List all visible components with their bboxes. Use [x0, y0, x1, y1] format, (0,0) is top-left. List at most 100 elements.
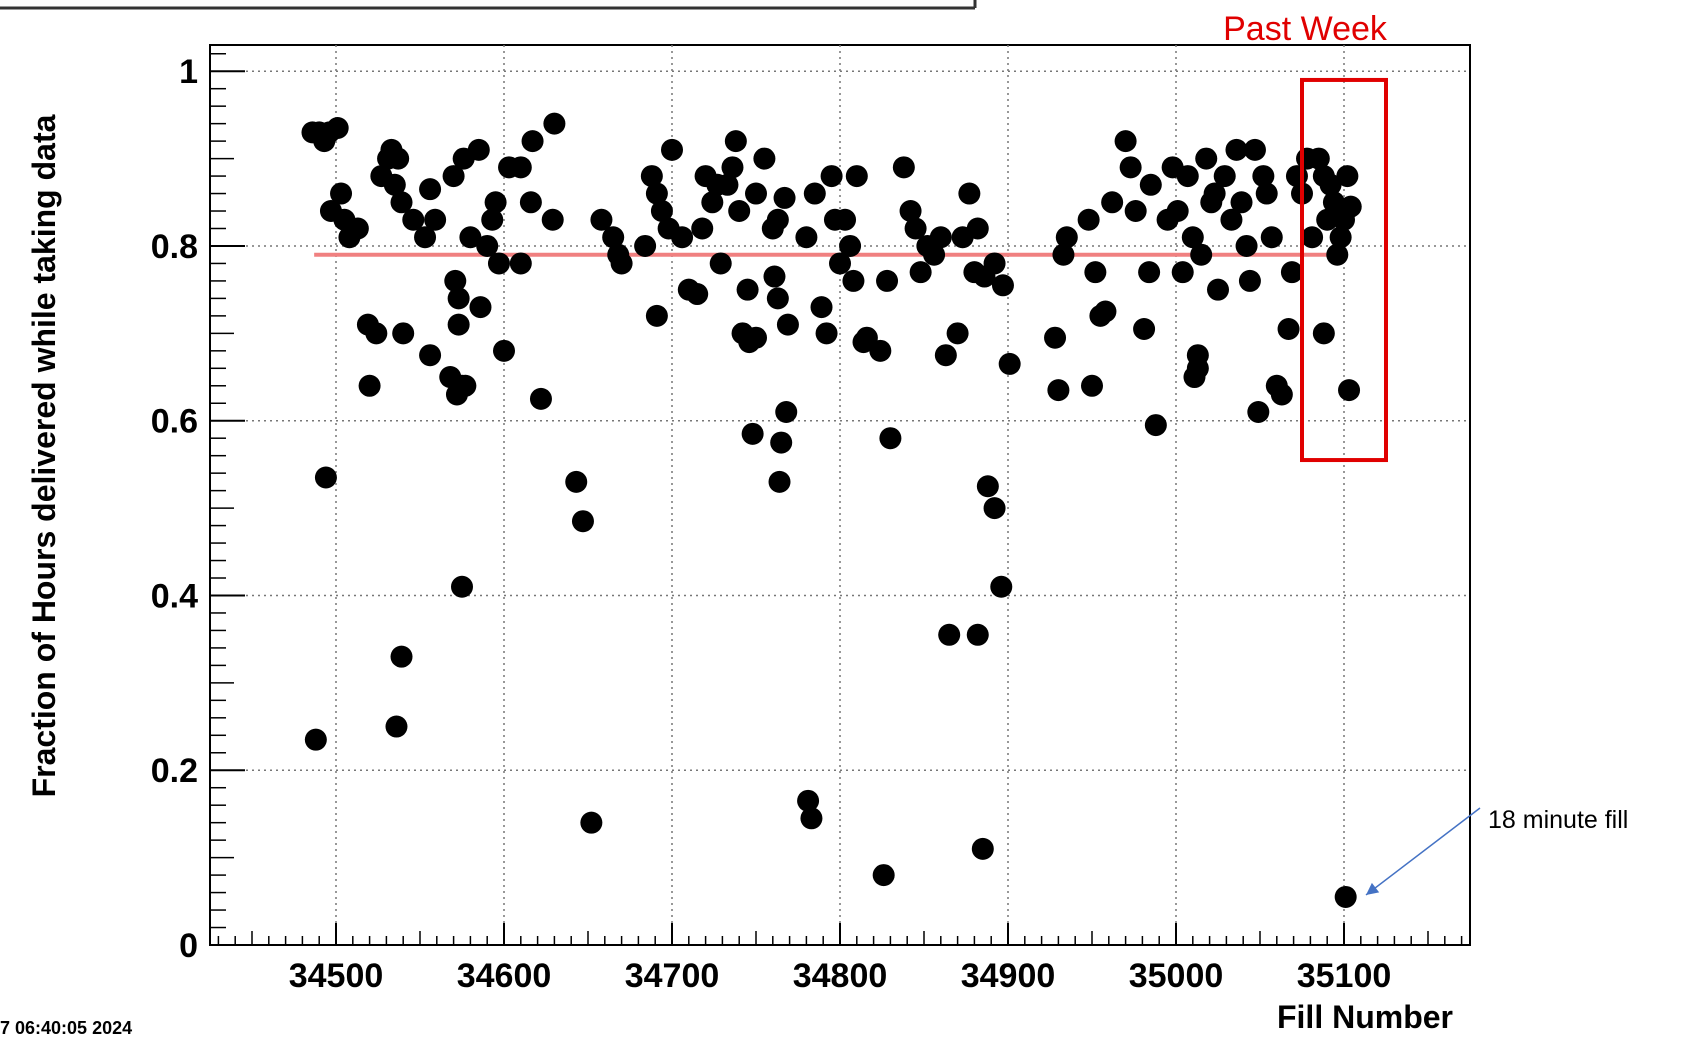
data-point [387, 147, 410, 170]
data-point [1247, 400, 1270, 423]
y-tick-label: 0.2 [151, 752, 198, 790]
data-point [934, 344, 957, 367]
data-point [414, 226, 437, 249]
data-point [1319, 173, 1342, 196]
data-point [365, 322, 388, 345]
data-point [1133, 317, 1156, 340]
data-point [815, 322, 838, 345]
data-point [1230, 191, 1253, 214]
data-point [390, 191, 413, 214]
data-point [872, 864, 895, 887]
data-point [1144, 414, 1167, 437]
y-tick-label: 0 [179, 927, 198, 965]
data-point [1084, 261, 1107, 284]
data-point [892, 156, 915, 179]
labels-layer: 34500 34600 34700 34800 34900 35000 35100 0 0.2 0… [151, 53, 1392, 995]
data-point [770, 431, 793, 454]
data-point [1213, 165, 1236, 188]
data-point [447, 313, 470, 336]
data-point [1190, 243, 1213, 266]
data-point [454, 374, 477, 397]
data-point [998, 352, 1021, 375]
data-point [383, 173, 406, 196]
data-point [724, 130, 747, 153]
y-tick-label: 1 [179, 53, 198, 91]
data-point [1119, 156, 1142, 179]
data-point [686, 283, 709, 306]
data-point [773, 186, 796, 209]
data-point [1326, 243, 1349, 266]
data-point [346, 217, 369, 240]
data-point [1336, 165, 1359, 188]
data-point [834, 208, 857, 231]
data-point [958, 182, 981, 205]
data-point [424, 208, 447, 231]
data-point [976, 475, 999, 498]
data-point [509, 156, 532, 179]
data-point [565, 470, 588, 493]
data-point [736, 278, 759, 301]
x-axis-title: Fill Number [1277, 999, 1453, 1035]
data-point [481, 208, 504, 231]
data-point [990, 575, 1013, 598]
data-point [487, 252, 510, 275]
data-point [741, 422, 764, 445]
data-point [728, 200, 751, 223]
data-point [1334, 885, 1357, 908]
data-point [390, 645, 413, 668]
data-point [1139, 173, 1162, 196]
data-point [650, 200, 673, 223]
data-point [1166, 200, 1189, 223]
data-point [402, 208, 425, 231]
points-layer [301, 112, 1362, 908]
data-point [745, 326, 767, 349]
data-point [899, 200, 922, 223]
data-point [541, 208, 564, 231]
data-point [1052, 243, 1075, 266]
data-point [326, 117, 349, 140]
x-tick-label: 34500 [289, 957, 384, 995]
data-point [451, 575, 473, 598]
data-point [476, 234, 499, 257]
data-point [1312, 322, 1335, 345]
data-point [1186, 357, 1209, 380]
past-week-box [1300, 77, 1388, 463]
data-point [529, 387, 552, 410]
data-point [1316, 208, 1339, 231]
data-point [419, 178, 442, 201]
data-point [938, 623, 961, 646]
data-point [469, 296, 492, 319]
data-point [1047, 379, 1070, 402]
data-point [876, 269, 899, 292]
y-tick-label: 0.8 [151, 228, 198, 266]
data-point [1171, 261, 1194, 284]
data-point [1220, 208, 1243, 231]
timestamp-fragment: 7 06:40:05 2024 [0, 1018, 132, 1038]
data-point [447, 287, 470, 310]
data-point [879, 427, 902, 450]
data-point [610, 252, 633, 275]
data-point [1280, 261, 1303, 284]
data-point [1176, 165, 1199, 188]
data-point [971, 837, 994, 860]
data-point [829, 252, 851, 275]
data-point [645, 304, 668, 327]
data-point [671, 226, 694, 249]
data-point [803, 182, 826, 205]
data-point [1322, 191, 1345, 214]
data-point [810, 296, 833, 319]
data-point [1243, 138, 1266, 161]
data-point [1301, 226, 1324, 249]
data-point [640, 165, 663, 188]
data-point [1238, 269, 1261, 292]
data-point [1329, 226, 1352, 249]
data-point [1055, 226, 1078, 249]
highlight-layer [1300, 77, 1481, 896]
data-point [521, 130, 544, 153]
data-point [1260, 226, 1283, 249]
data-point [1101, 191, 1124, 214]
data-point [1252, 165, 1275, 188]
annotation-arrow-head [1366, 882, 1380, 895]
